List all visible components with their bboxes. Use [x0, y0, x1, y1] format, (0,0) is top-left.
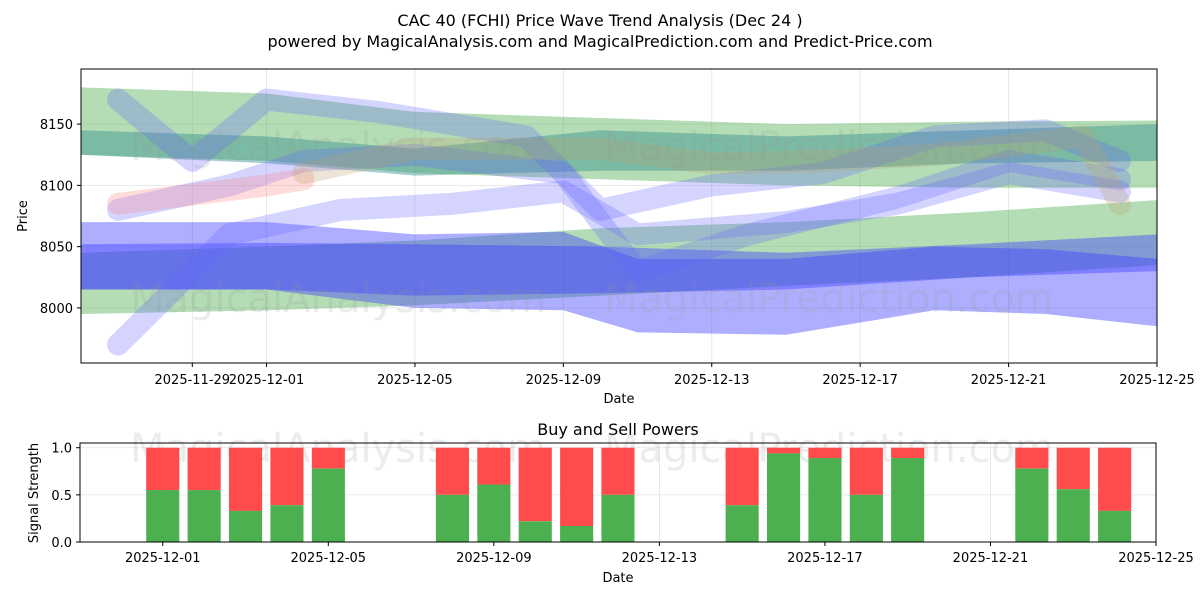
price-x-tick-label: 2025-12-01	[229, 373, 305, 388]
signal-y-tick-label: 0.5	[51, 489, 72, 504]
buy-power-bar	[891, 458, 925, 542]
price-wave-blue-wave-1	[107, 143, 1131, 283]
buy-power-bar	[1015, 468, 1049, 542]
price-y-tick-label: 8150	[40, 118, 73, 133]
price-watermark: MagicalAnalysis.com	[130, 276, 546, 322]
price-bands	[81, 87, 1157, 356]
signal-y-tick-label: 1.0	[51, 442, 72, 457]
sell-power-bar	[477, 447, 511, 485]
sell-power-bar	[229, 447, 263, 511]
buy-power-bar	[725, 505, 759, 542]
sell-power-bar	[849, 447, 883, 495]
sell-power-bar	[270, 447, 304, 506]
price-x-tick-label: 2025-12-05	[377, 373, 453, 388]
buy-power-bar	[601, 494, 635, 542]
buy-power-bar	[229, 510, 263, 542]
signal-x-tick-label: 2025-12-01	[125, 551, 201, 566]
price-watermarks: MagicalAnalysis.com MagicalPrediction.com…	[130, 124, 1054, 322]
price-x-tick-label: 2025-12-21	[971, 373, 1047, 388]
price-watermark: MagicalAnalysis.com	[130, 124, 546, 170]
sell-power-bar	[808, 447, 842, 459]
sell-power-bar	[891, 447, 925, 459]
buy-power-bar	[560, 526, 594, 542]
sell-power-bar	[435, 447, 469, 495]
sell-power-bar	[1015, 447, 1049, 469]
buy-power-bar	[187, 490, 221, 542]
sell-power-bar	[1098, 447, 1132, 511]
buy-power-bar	[146, 490, 180, 542]
sell-power-bar	[601, 447, 635, 495]
price-band-green-band-1	[81, 87, 1157, 188]
price-wave-blue-wave-2	[107, 88, 1131, 221]
price-wave-tan-wave	[292, 125, 1131, 215]
price-x-tick-label: 2025-11-29	[155, 373, 231, 388]
buy-power-bar	[518, 521, 552, 542]
buy-power-bar	[311, 468, 345, 542]
price-wave-blue-wave-3	[107, 162, 1131, 356]
signal-chart-title: Buy and Sell Powers	[537, 420, 699, 439]
chart-subtitle: powered by MagicalAnalysis.com and Magic…	[267, 32, 932, 51]
price-watermark: MagicalPrediction.com	[604, 276, 1054, 322]
price-plot-area: MagicalAnalysis.com MagicalPrediction.com…	[40, 68, 1195, 388]
buy-power-bar	[849, 494, 883, 542]
buy-power-bar	[477, 484, 511, 542]
price-y-tick-label: 8050	[40, 241, 73, 256]
signal-x-tick-label: 2025-12-25	[1118, 551, 1194, 566]
buy-power-bar	[808, 458, 842, 542]
signal-plot-area: MagicalAnalysis.comMagicalPrediction.com…	[51, 426, 1193, 566]
buy-power-bar	[435, 494, 469, 542]
price-band-blue-band-2	[81, 234, 1157, 296]
price-x-tick-label: 2025-12-13	[674, 373, 750, 388]
chart-title: CAC 40 (FCHI) Price Wave Trend Analysis …	[397, 11, 802, 30]
signal-bars	[146, 447, 1132, 542]
price-y-tick-label: 8000	[40, 302, 73, 317]
price-gridlines	[81, 69, 1158, 363]
buy-power-bar	[1056, 489, 1090, 542]
signal-plot-frame	[79, 442, 1157, 543]
signal-y-axis-label: Signal Strength	[27, 443, 42, 543]
price-x-axis-label: Date	[603, 392, 634, 407]
buy-power-bar	[270, 505, 304, 542]
sell-power-bar	[767, 447, 801, 454]
signal-x-tick-label: 2025-12-17	[787, 551, 863, 566]
sell-power-bar	[518, 447, 552, 522]
sell-power-bar	[560, 447, 594, 526]
signal-x-tick-label: 2025-12-05	[291, 551, 367, 566]
price-plot-frame	[80, 68, 1158, 364]
sell-power-bar	[1056, 447, 1090, 490]
sell-power-bar	[187, 447, 221, 491]
sell-power-bar	[146, 447, 180, 491]
signal-x-tick-label: 2025-12-13	[622, 551, 698, 566]
price-y-ticks: 8000 8050 8100 8150	[40, 118, 81, 317]
price-wave-pink-wave	[107, 168, 315, 215]
price-band-blue-band-1	[81, 222, 1157, 335]
price-band-teal-band	[81, 124, 1157, 176]
buy-power-bar	[1098, 510, 1132, 542]
signal-x-tick-label: 2025-12-21	[953, 551, 1029, 566]
price-x-tick-label: 2025-12-17	[822, 373, 898, 388]
signal-x-axis-label: Date	[602, 571, 633, 586]
price-y-tick-label: 8100	[40, 179, 73, 194]
price-x-tick-label: 2025-12-09	[526, 373, 602, 388]
price-watermark: MagicalPrediction.com	[604, 124, 1054, 170]
buy-power-bar	[767, 453, 801, 542]
price-x-tick-label: 2025-12-25	[1119, 373, 1195, 388]
price-y-axis-label: Price	[16, 200, 31, 232]
signal-y-ticks: 0.0 0.5 1.0	[51, 442, 80, 551]
sell-power-bar	[311, 447, 345, 469]
signal-y-tick-label: 0.0	[51, 536, 72, 551]
signal-x-ticks: 2025-12-01 2025-12-05 2025-12-09 2025-12-13…	[125, 542, 1194, 566]
sell-power-bar	[725, 447, 759, 506]
price-band-green-band-2	[81, 200, 1157, 314]
signal-x-tick-label: 2025-12-09	[456, 551, 532, 566]
